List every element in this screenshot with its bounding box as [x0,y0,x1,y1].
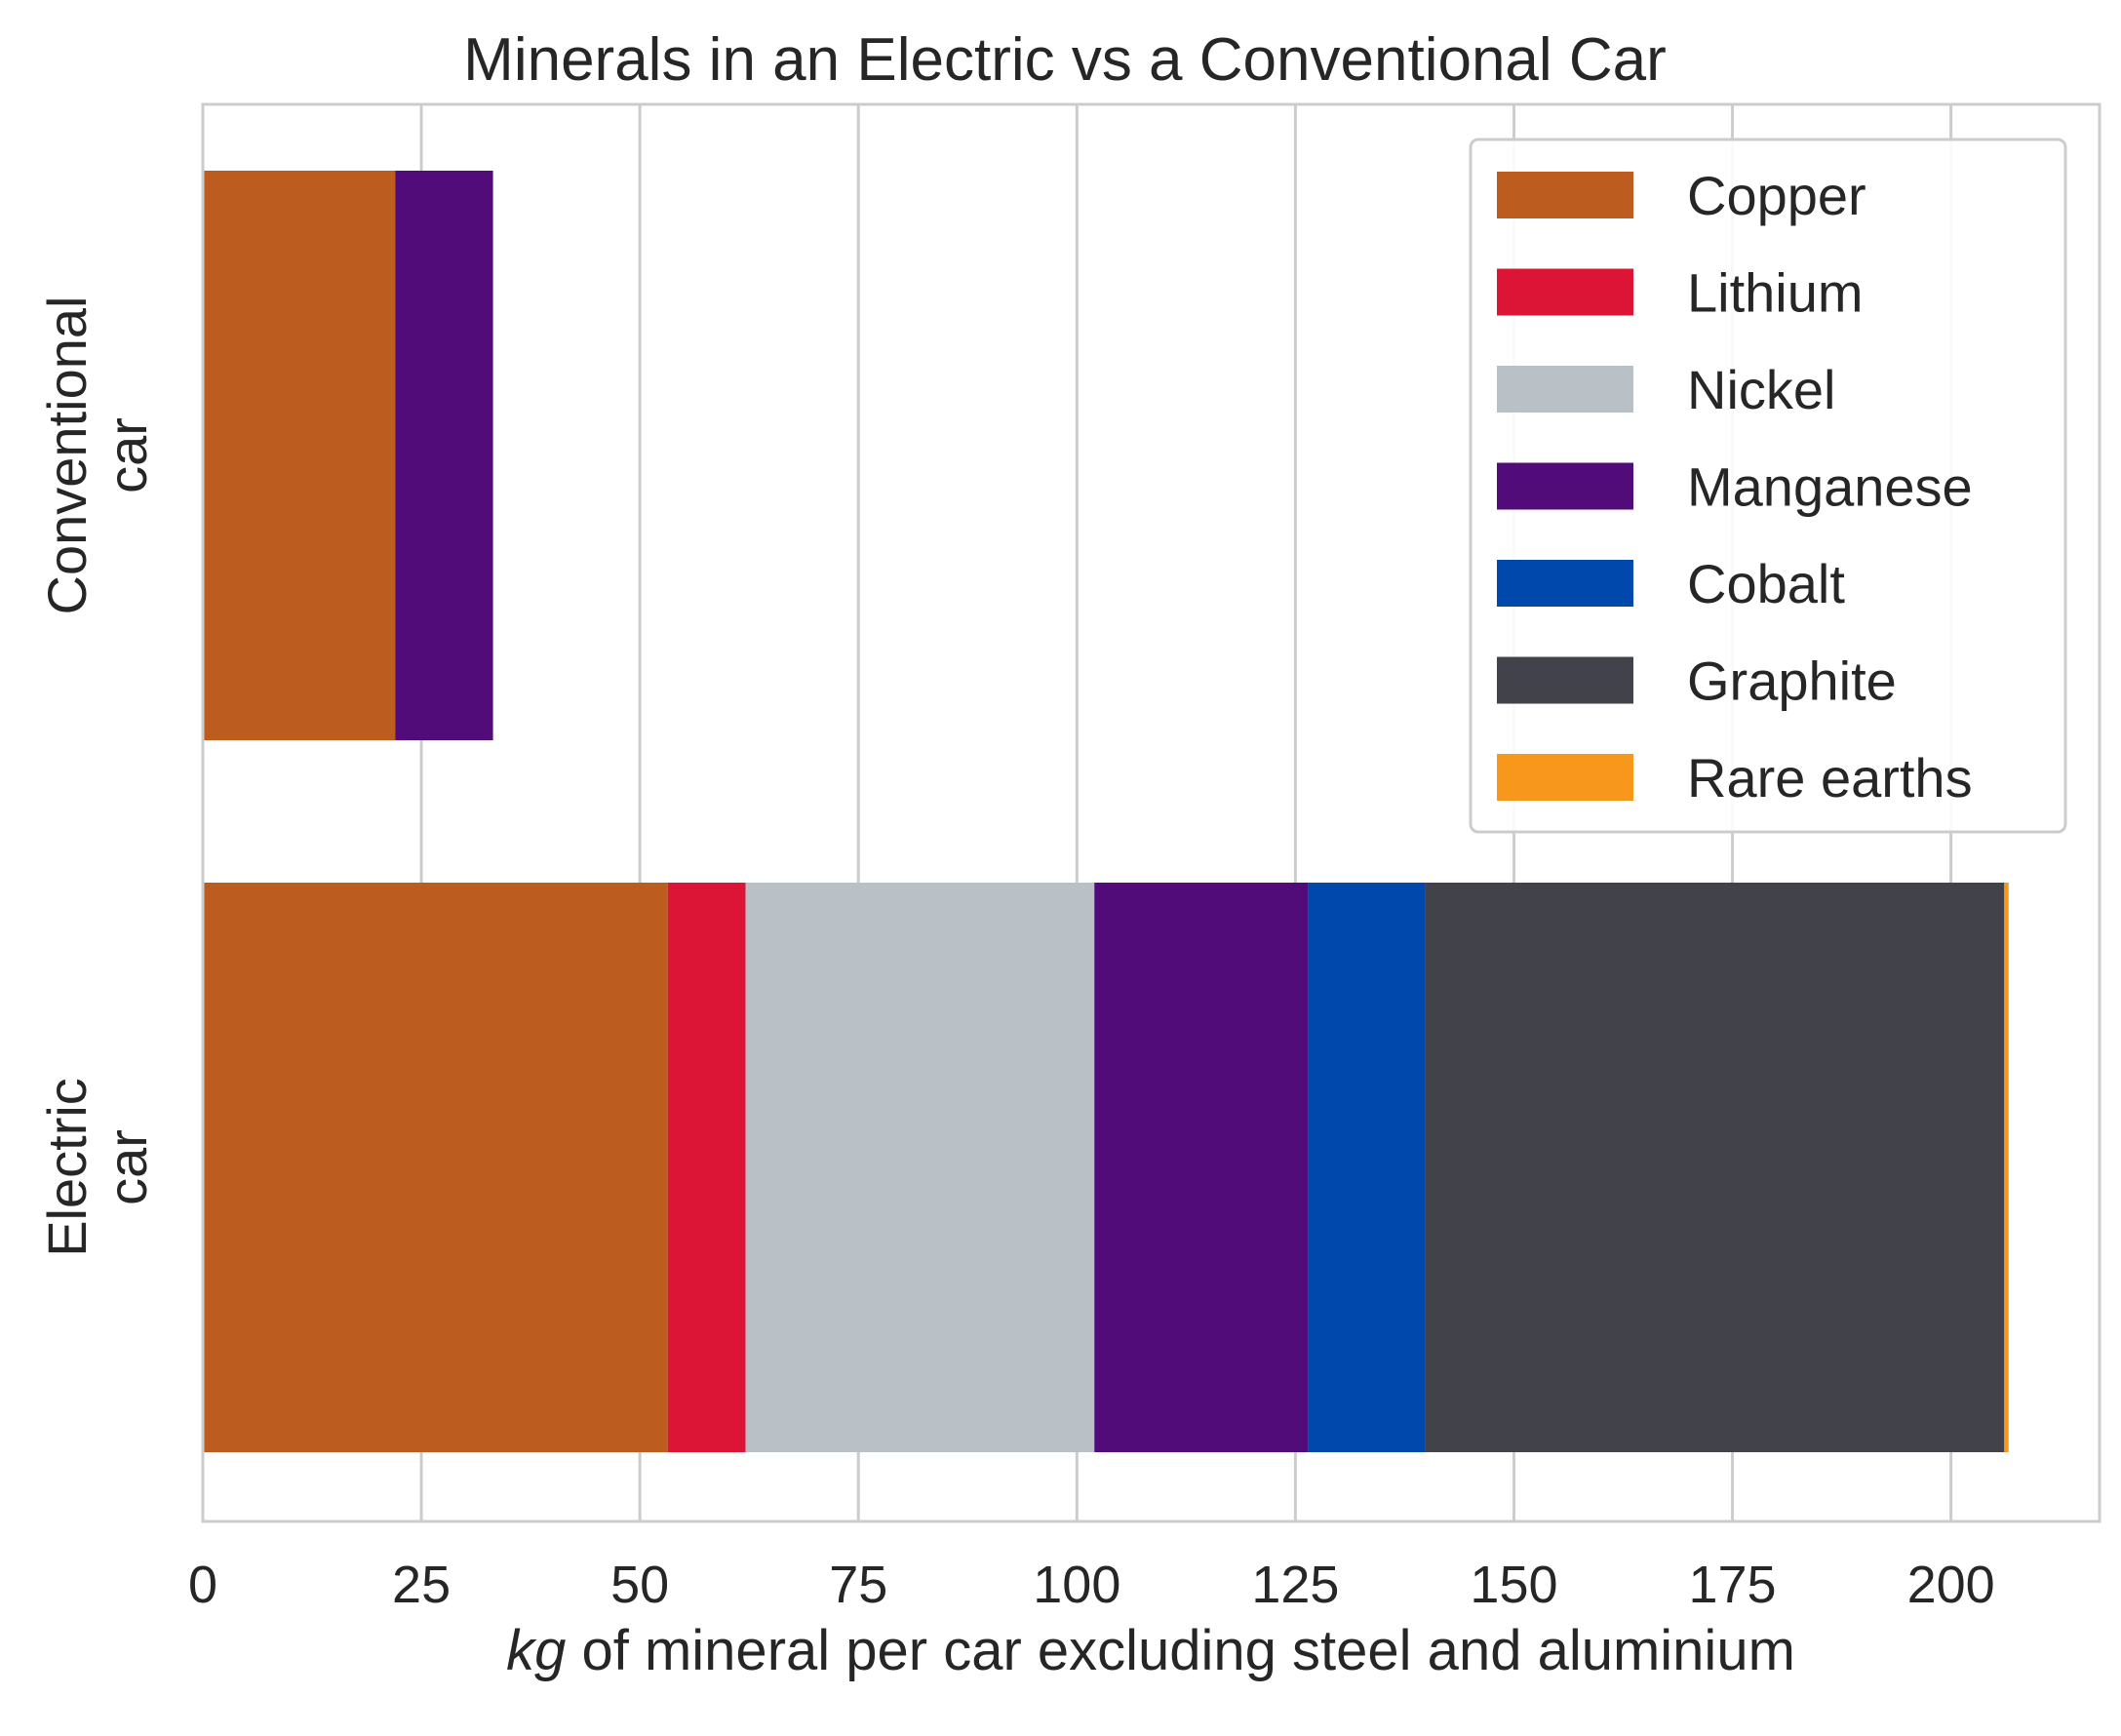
legend-swatch [1497,172,1633,218]
x-tick-label: 150 [1470,1556,1557,1614]
x-axis-label-text: of mineral per car excluding steel and a… [566,1619,1795,1682]
legend-label: Graphite [1687,651,1897,712]
legend: Copper Lithium Nickel Manganese Cobalt Graphi… [1469,138,2067,834]
legend-label: Lithium [1687,262,1864,324]
x-axis-label: kg of mineral per car excluding steel an… [506,1619,1795,1682]
x-tick-label: 200 [1907,1556,1995,1614]
x-tick-label: 175 [1688,1556,1776,1614]
legend-label: Rare earths [1687,747,1973,809]
bar-segment-copper [203,171,396,740]
bar-segment-copper [203,883,668,1452]
x-axis-label-unit: kg [506,1619,566,1682]
legend-label: Cobalt [1687,553,1845,614]
y-category-label: Conventionalcar [36,296,158,615]
legend-swatch [1497,268,1633,316]
legend-swatch [1497,560,1633,607]
legend-swatch [1497,462,1633,510]
x-tick-label: 75 [829,1556,887,1614]
legend-swatch [1497,754,1633,801]
bar-segment-cobalt [1308,883,1426,1452]
bar-segment-rare-earths [2004,883,2009,1452]
legend-label: Nickel [1687,359,1835,420]
bars [203,171,2009,1452]
bar-segment-manganese [1094,883,1309,1452]
x-tick-label: 0 [188,1556,217,1614]
x-tick-label: 100 [1033,1556,1120,1614]
bar-segment-lithium [667,883,746,1452]
bar-segment-nickel [745,883,1095,1452]
chart-title: Minerals in an Electric vs a Conventiona… [463,26,1667,94]
y-category-labels: Conventionalcar Electriccar [36,296,158,1257]
y-category-label: Electriccar [36,1078,158,1257]
x-tick-labels: 0 25 50 75 100 125 150 175 200 [188,1556,1995,1614]
legend-label: Manganese [1687,456,1973,518]
x-tick-label: 25 [392,1556,451,1614]
x-tick-label: 50 [610,1556,669,1614]
plot-frame [201,102,2101,1523]
legend-swatch [1497,656,1633,704]
legend-swatch [1497,366,1633,413]
x-tick-label: 125 [1251,1556,1339,1614]
bar-segment-manganese [395,171,493,740]
legend-label: Copper [1687,165,1866,226]
bar-segment-graphite [1425,883,2005,1452]
